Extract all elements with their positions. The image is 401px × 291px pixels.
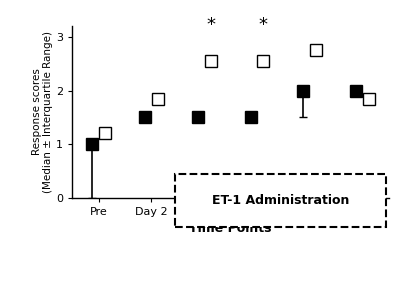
Text: *: * xyxy=(206,16,215,34)
Bar xyxy=(175,174,386,227)
Text: *: * xyxy=(259,16,268,34)
Text: ET-1 Administration: ET-1 Administration xyxy=(212,194,349,207)
X-axis label: Time Points: Time Points xyxy=(189,222,272,235)
Y-axis label: Response scores
(Median ± Interquartile Range): Response scores (Median ± Interquartile … xyxy=(32,31,53,193)
